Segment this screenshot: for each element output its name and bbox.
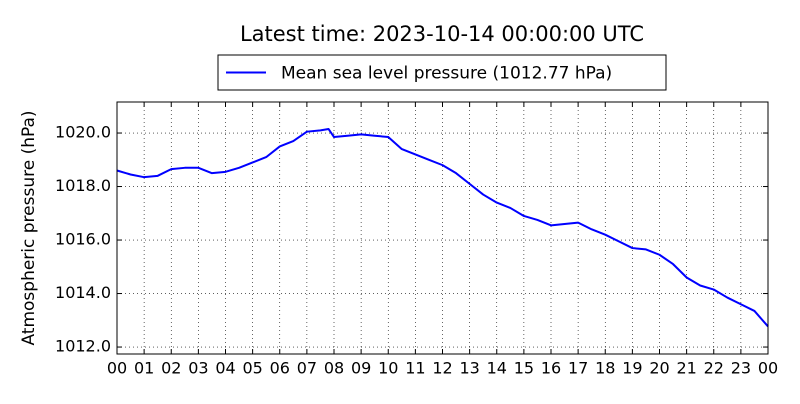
x-tick-label: 20 [649, 359, 669, 378]
x-tick-label: 15 [514, 359, 534, 378]
x-tick-label: 13 [459, 359, 479, 378]
x-tick-label: 05 [242, 359, 262, 378]
x-tick-label: 09 [351, 359, 371, 378]
x-tick-label: 16 [541, 359, 561, 378]
x-tick-label: 02 [161, 359, 181, 378]
x-tick-label: 19 [622, 359, 642, 378]
y-tick-label: 1016.0 [55, 230, 111, 249]
x-tick-label: 18 [595, 359, 615, 378]
x-tick-label: 00 [758, 359, 778, 378]
x-tick-label: 17 [568, 359, 588, 378]
y-tick-label: 1014.0 [55, 283, 111, 302]
data-line [116, 128, 769, 328]
x-tick-label: 08 [324, 359, 344, 378]
x-tick-label: 06 [270, 359, 290, 378]
plot-frame [116, 101, 769, 355]
x-tick-label: 04 [215, 359, 235, 378]
legend-box [217, 54, 667, 91]
x-tick-label: 22 [704, 359, 724, 378]
x-tick-label: 01 [134, 359, 154, 378]
chart-title: Latest time: 2023-10-14 00:00:00 UTC [240, 22, 644, 46]
x-tick-label: 00 [107, 359, 127, 378]
x-tick-label: 11 [405, 359, 425, 378]
x-tick-label: 23 [731, 359, 751, 378]
legend-label: Mean sea level pressure (1012.77 hPa) [281, 64, 612, 84]
x-tick-label: 14 [487, 359, 507, 378]
x-tick-label: 12 [432, 359, 452, 378]
y-tick-label: 1012.0 [55, 337, 111, 356]
y-tick-label: 1018.0 [55, 176, 111, 195]
x-tick-label: 03 [188, 359, 208, 378]
y-tick-label: 1020.0 [55, 123, 111, 142]
x-tick-label: 07 [297, 359, 317, 378]
x-tick-label: 10 [378, 359, 398, 378]
y-axis-label: Atmospheric pressure (hPa) [19, 110, 39, 345]
x-tick-label: 21 [676, 359, 696, 378]
